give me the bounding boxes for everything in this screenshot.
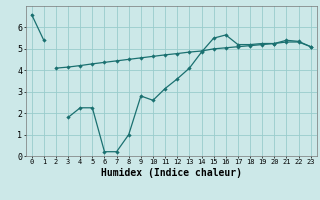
X-axis label: Humidex (Indice chaleur): Humidex (Indice chaleur) (101, 168, 242, 178)
